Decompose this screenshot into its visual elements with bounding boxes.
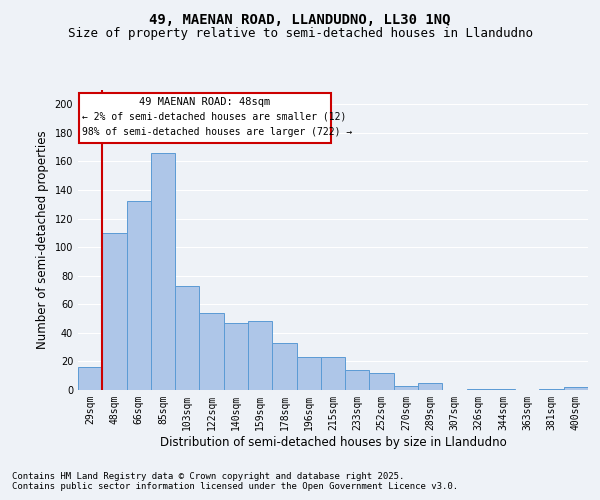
Bar bbox=[78, 367, 102, 390]
Bar bbox=[491, 388, 515, 390]
Bar bbox=[296, 357, 321, 390]
Bar bbox=[564, 387, 588, 390]
Bar bbox=[224, 323, 248, 390]
Bar bbox=[151, 153, 175, 390]
Bar bbox=[248, 322, 272, 390]
Bar bbox=[394, 386, 418, 390]
Bar bbox=[539, 388, 564, 390]
Text: 49 MAENAN ROAD: 48sqm: 49 MAENAN ROAD: 48sqm bbox=[139, 96, 270, 106]
Text: Contains HM Land Registry data © Crown copyright and database right 2025.: Contains HM Land Registry data © Crown c… bbox=[12, 472, 404, 481]
Bar bbox=[345, 370, 370, 390]
Text: Contains public sector information licensed under the Open Government Licence v3: Contains public sector information licen… bbox=[12, 482, 458, 491]
Text: ← 2% of semi-detached houses are smaller (12): ← 2% of semi-detached houses are smaller… bbox=[82, 112, 346, 122]
Bar bbox=[127, 202, 151, 390]
Bar bbox=[272, 343, 296, 390]
Bar bbox=[467, 388, 491, 390]
Text: 49, MAENAN ROAD, LLANDUDNO, LL30 1NQ: 49, MAENAN ROAD, LLANDUDNO, LL30 1NQ bbox=[149, 12, 451, 26]
Bar bbox=[321, 357, 345, 390]
Bar bbox=[102, 233, 127, 390]
Bar bbox=[418, 383, 442, 390]
Text: 98% of semi-detached houses are larger (722) →: 98% of semi-detached houses are larger (… bbox=[82, 126, 352, 136]
Y-axis label: Number of semi-detached properties: Number of semi-detached properties bbox=[36, 130, 49, 350]
Bar bbox=[370, 373, 394, 390]
Text: Size of property relative to semi-detached houses in Llandudno: Size of property relative to semi-detach… bbox=[67, 28, 533, 40]
Bar bbox=[175, 286, 199, 390]
Bar bbox=[199, 313, 224, 390]
X-axis label: Distribution of semi-detached houses by size in Llandudno: Distribution of semi-detached houses by … bbox=[160, 436, 506, 448]
